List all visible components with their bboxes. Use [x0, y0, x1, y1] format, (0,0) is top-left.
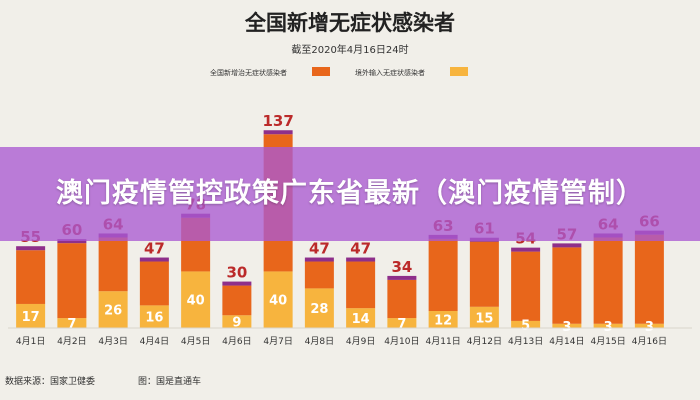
- x-tick-label: 4月1日: [16, 336, 45, 347]
- bar-imported: [304, 288, 334, 328]
- x-tick-label: 4月16日: [632, 336, 667, 347]
- bar-imported-label: 5: [521, 318, 530, 333]
- bar-top-cap: [263, 130, 293, 135]
- x-tick-label: 4月6日: [222, 336, 251, 347]
- bar-imported: [428, 311, 458, 328]
- x-tick-label: 4月5日: [181, 336, 210, 347]
- legend-label-local: 全国新增治无症状感染者: [210, 68, 287, 77]
- x-axis-ticks: 4月1日 4月2日 4月3日 4月4日 4月5日 4月6日 4月7日 4月8日 4月9日 4月10…: [16, 336, 667, 347]
- bar-total-label: 47: [350, 240, 371, 258]
- bar-imported-label: 7: [397, 317, 406, 332]
- bar-total-label: 137: [262, 112, 293, 130]
- bar-local: [634, 234, 664, 324]
- x-tick-label: 4月12日: [467, 336, 502, 347]
- x-tick-label: 4月15日: [591, 336, 626, 347]
- headline-banner: 澳门疫情管控政策广东省最新（澳门疫情管制）: [0, 147, 700, 241]
- bar-local: [304, 261, 334, 289]
- bar-imported-label: 17: [22, 310, 40, 325]
- bar-imported: [511, 320, 541, 328]
- x-tick-label: 4月11日: [426, 336, 461, 347]
- chart-subtitle: 截至2020年4月16日24时: [291, 43, 408, 56]
- x-tick-label: 4月14日: [549, 336, 584, 347]
- bar-imported-label: 3: [562, 320, 571, 335]
- bar-top-cap: [511, 247, 541, 252]
- bar-local: [552, 247, 582, 324]
- legend-swatch-local: [312, 67, 330, 76]
- legend-swatch-imported: [450, 67, 468, 76]
- chart-credit: 图：国是直通车: [138, 375, 201, 387]
- bar-local: [139, 261, 169, 306]
- bar-imported: [139, 305, 169, 328]
- bar-imported: [346, 308, 376, 328]
- x-tick-label: 4月2日: [57, 336, 86, 347]
- bar-top-cap: [16, 246, 46, 251]
- x-tick-label: 4月7日: [263, 336, 292, 347]
- chart-title: 全国新增无症状感染者: [244, 11, 455, 35]
- x-tick-label: 4月13日: [508, 336, 543, 347]
- bar-total-label: 47: [144, 240, 165, 258]
- bar-local: [57, 243, 87, 319]
- bar-total-label: 47: [309, 240, 330, 258]
- bar-local: [428, 238, 458, 312]
- bar-imported-label: 14: [352, 312, 370, 327]
- bar-local: [511, 251, 541, 321]
- bar-top-cap: [222, 281, 252, 286]
- bar-imported-label: 26: [104, 304, 122, 319]
- headline-title: 澳门疫情管控政策广东省最新（澳门疫情管制）: [56, 178, 644, 209]
- bar-imported: [57, 318, 87, 328]
- bar-imported: [552, 323, 582, 328]
- bar-total-label: 34: [391, 258, 412, 276]
- bar-imported-label: 40: [269, 294, 287, 309]
- bar-top-cap: [57, 239, 87, 244]
- bar-top-cap: [346, 257, 376, 262]
- bar-imported-label: 12: [434, 314, 452, 329]
- bar-total-label: 30: [226, 264, 247, 282]
- bar-imported: [98, 291, 128, 328]
- bar-imported-label: 40: [187, 294, 205, 309]
- bar-imported-label: 9: [232, 316, 241, 331]
- bar-imported: [634, 323, 664, 328]
- bar-top-cap: [552, 243, 582, 248]
- x-tick-label: 4月10日: [384, 336, 419, 347]
- bar-imported-label: 3: [604, 320, 613, 335]
- bar-local: [469, 241, 499, 307]
- bar-imported-label: 7: [67, 317, 76, 332]
- x-tick-label: 4月3日: [98, 336, 127, 347]
- bar-imported: [16, 303, 46, 328]
- x-tick-label: 4月8日: [305, 336, 334, 347]
- bar-imported: [222, 315, 252, 328]
- bar-imported-label: 15: [475, 311, 493, 326]
- bar-local: [346, 261, 376, 309]
- bar-local: [593, 237, 623, 324]
- x-tick-label: 4月9日: [346, 336, 375, 347]
- bar-local: [98, 237, 128, 292]
- bar-top-cap: [304, 257, 334, 262]
- bar-imported: [181, 271, 211, 328]
- bar-imported: [469, 306, 499, 328]
- data-source: 数据来源：国家卫健委: [5, 375, 95, 387]
- bar-top-cap: [387, 275, 417, 280]
- x-tick-label: 4月4日: [140, 336, 169, 347]
- bar-local: [222, 285, 252, 316]
- bar-imported: [263, 271, 293, 328]
- bar-local: [387, 279, 417, 319]
- bar-local: [16, 250, 46, 304]
- bar-imported: [387, 318, 417, 328]
- chart-legend: 全国新增治无症状感染者 境外输入无症状感染者: [210, 67, 468, 77]
- bar-imported-label: 3: [645, 320, 654, 335]
- bar-imported-label: 16: [145, 311, 163, 326]
- bar-imported: [593, 323, 623, 328]
- legend-label-imported: 境外输入无症状感染者: [355, 68, 425, 77]
- bar-imported-label: 28: [310, 302, 328, 317]
- bar-top-cap: [139, 257, 169, 262]
